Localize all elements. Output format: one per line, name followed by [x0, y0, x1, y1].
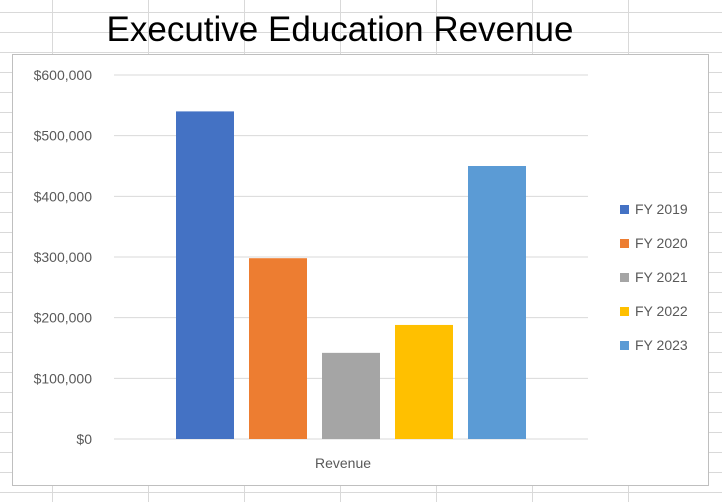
legend-label: FY 2019	[635, 201, 688, 217]
legend-swatch	[620, 204, 629, 214]
legend-swatch	[620, 238, 629, 248]
bar[interactable]	[468, 166, 526, 439]
bar[interactable]	[395, 324, 453, 439]
legend-swatch	[620, 272, 629, 282]
chart-legend[interactable]: FY 2019 FY 2020 FY 2021 FY 2022 FY 2023	[620, 192, 688, 362]
legend-item[interactable]: FY 2019	[620, 192, 688, 226]
legend-label: FY 2020	[635, 235, 688, 251]
legend-label: FY 2023	[635, 337, 688, 353]
legend-swatch	[620, 306, 629, 316]
legend-item[interactable]: FY 2023	[620, 328, 688, 362]
chart-title: Executive Education Revenue	[106, 10, 574, 49]
bar[interactable]	[322, 352, 380, 439]
y-tick-label: $400,000	[34, 188, 93, 204]
y-tick-label: $0	[76, 431, 92, 447]
bar[interactable]	[249, 258, 307, 439]
y-tick-label: $100,000	[34, 370, 93, 386]
bar[interactable]	[176, 111, 234, 440]
y-tick-label: $500,000	[34, 128, 93, 144]
legend-item[interactable]: FY 2020	[620, 226, 688, 260]
legend-item[interactable]: FY 2022	[620, 294, 688, 328]
legend-label: FY 2022	[635, 303, 688, 319]
y-tick-label: $300,000	[34, 249, 93, 265]
legend-swatch	[620, 340, 629, 350]
legend-item[interactable]: FY 2021	[620, 260, 688, 294]
y-tick-label: $600,000	[34, 67, 93, 83]
y-tick-label: $200,000	[34, 310, 93, 326]
legend-label: FY 2021	[635, 269, 688, 285]
x-category-label: Revenue	[315, 455, 371, 471]
